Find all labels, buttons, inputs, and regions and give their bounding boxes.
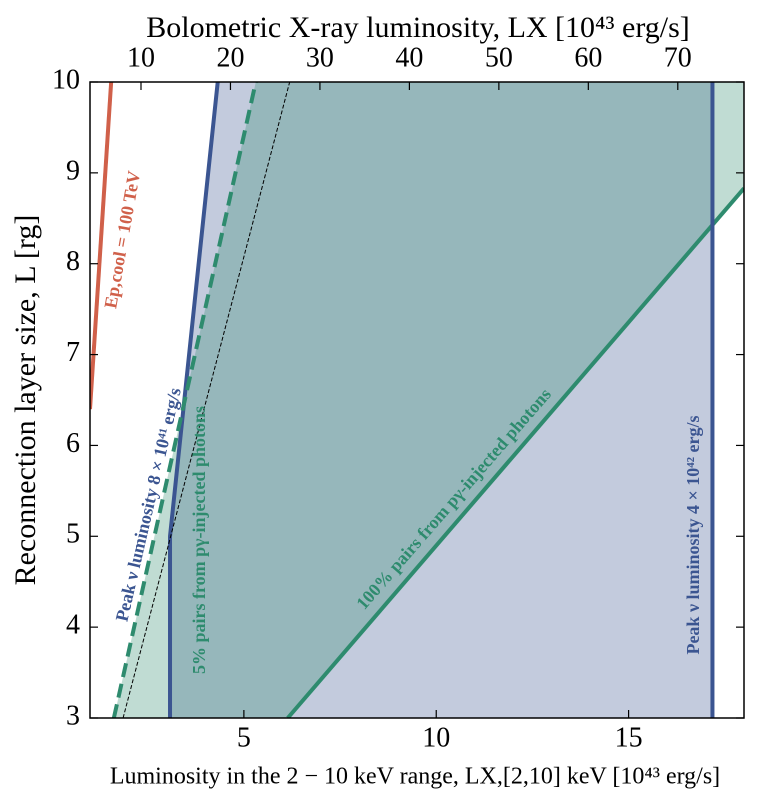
x-tick-label: 15 — [615, 722, 643, 753]
x2-tick-label: 50 — [485, 42, 513, 73]
x-axis-title: Luminosity in the 2 − 10 keV range, LX,[… — [110, 764, 720, 790]
x2-tick-label: 60 — [574, 42, 602, 73]
x2-tick-label: 70 — [664, 42, 692, 73]
line — [90, 82, 114, 410]
y-tick-label: 10 — [52, 64, 80, 95]
y-tick-label: 3 — [66, 700, 80, 731]
x2-tick-label: 30 — [306, 42, 334, 73]
annotation: 5% pairs from pγ-injected photons — [189, 406, 209, 674]
line — [286, 186, 744, 718]
x-tick-label: 10 — [422, 722, 450, 753]
annotation: Ep,cool = 100 TeV — [100, 169, 144, 310]
y-axis-title: Reconnection layer size, L [rg] — [9, 215, 42, 586]
line — [122, 82, 291, 718]
y-tick-label: 9 — [66, 155, 80, 186]
y-tick-label: 6 — [66, 428, 80, 459]
plot-frame — [89, 81, 745, 719]
x-tick-label: 5 — [237, 722, 251, 753]
region — [170, 82, 713, 718]
y-tick-label: 8 — [66, 246, 80, 277]
line — [168, 82, 220, 718]
x2-axis-title: Bolometric X-ray luminosity, LX [10⁴³ er… — [146, 11, 690, 44]
y-tick-label: 5 — [66, 519, 80, 550]
line — [111, 82, 258, 718]
x2-tick-label: 20 — [216, 42, 244, 73]
annotation: Peak ν luminosity 4 × 10⁴² erg/s — [683, 415, 703, 654]
x2-tick-label: 40 — [395, 42, 423, 73]
y-tick-label: 7 — [66, 337, 80, 368]
region — [113, 82, 744, 718]
y-tick-label: 4 — [66, 610, 80, 641]
x2-tick-label: 10 — [127, 42, 155, 73]
